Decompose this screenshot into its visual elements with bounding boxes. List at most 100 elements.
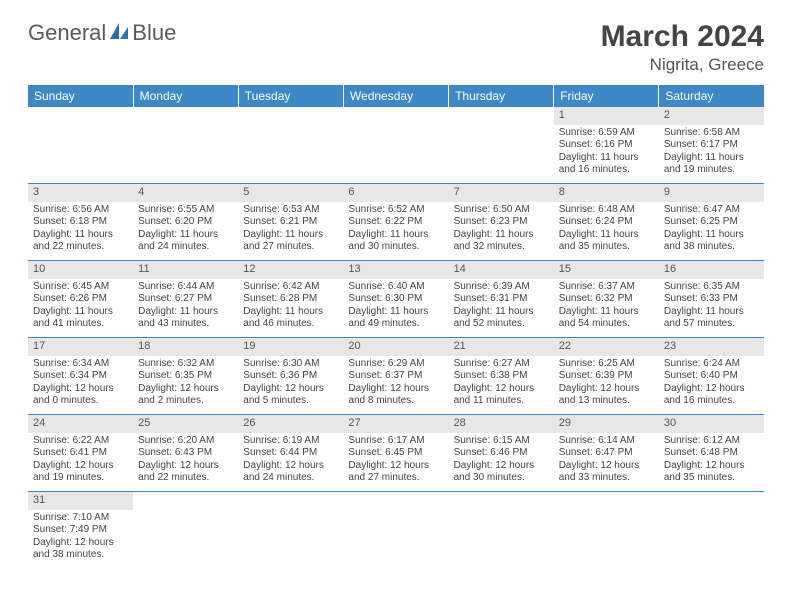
logo-text-part1: General bbox=[28, 20, 106, 46]
day-detail-line: and 19 minutes. bbox=[664, 164, 759, 177]
day-detail-line: Sunset: 6:37 PM bbox=[348, 370, 443, 383]
day-detail-line: Sunset: 6:18 PM bbox=[33, 216, 128, 229]
day-detail-line: Sunrise: 6:58 AM bbox=[664, 127, 759, 140]
day-detail-line: Sunrise: 6:34 AM bbox=[33, 358, 128, 371]
day-number: 13 bbox=[343, 261, 448, 279]
day-details: Sunrise: 6:56 AMSunset: 6:18 PMDaylight:… bbox=[28, 202, 133, 260]
day-detail-line: Daylight: 12 hours bbox=[243, 383, 338, 396]
day-detail-line: Sunset: 6:31 PM bbox=[454, 293, 549, 306]
calendar-cell bbox=[238, 492, 343, 569]
day-detail-line: and 8 minutes. bbox=[348, 395, 443, 408]
day-details: Sunrise: 6:35 AMSunset: 6:33 PMDaylight:… bbox=[659, 279, 764, 337]
day-detail-line: Sunset: 6:41 PM bbox=[33, 447, 128, 460]
day-detail-line: Sunset: 6:22 PM bbox=[348, 216, 443, 229]
day-details: Sunrise: 6:48 AMSunset: 6:24 PMDaylight:… bbox=[554, 202, 659, 260]
calendar-cell: 1Sunrise: 6:59 AMSunset: 6:16 PMDaylight… bbox=[554, 107, 659, 184]
page-subtitle: Nigrita, Greece bbox=[601, 55, 764, 75]
day-detail-line: Sunset: 6:38 PM bbox=[454, 370, 549, 383]
day-number: 4 bbox=[133, 184, 238, 202]
calendar-cell bbox=[28, 107, 133, 184]
day-detail-line: Sunrise: 6:35 AM bbox=[664, 281, 759, 294]
day-detail-line: and 5 minutes. bbox=[243, 395, 338, 408]
day-detail-line: Sunset: 6:32 PM bbox=[559, 293, 654, 306]
calendar-cell bbox=[554, 492, 659, 569]
day-detail-line: Sunset: 6:36 PM bbox=[243, 370, 338, 383]
day-detail-line: and 46 minutes. bbox=[243, 318, 338, 331]
day-details: Sunrise: 6:29 AMSunset: 6:37 PMDaylight:… bbox=[343, 356, 448, 414]
day-details: Sunrise: 7:10 AMSunset: 7:49 PMDaylight:… bbox=[28, 510, 133, 568]
title-block: March 2024 Nigrita, Greece bbox=[601, 20, 764, 75]
day-details: Sunrise: 6:25 AMSunset: 6:39 PMDaylight:… bbox=[554, 356, 659, 414]
calendar-cell bbox=[238, 107, 343, 184]
header: General Blue March 2024 Nigrita, Greece bbox=[28, 20, 764, 75]
day-details: Sunrise: 6:24 AMSunset: 6:40 PMDaylight:… bbox=[659, 356, 764, 414]
day-number: 16 bbox=[659, 261, 764, 279]
day-detail-line: Sunset: 6:24 PM bbox=[559, 216, 654, 229]
day-detail-line: Sunset: 6:27 PM bbox=[138, 293, 233, 306]
dow-thursday: Thursday bbox=[449, 85, 554, 107]
day-number: 26 bbox=[238, 415, 343, 433]
day-details: Sunrise: 6:52 AMSunset: 6:22 PMDaylight:… bbox=[343, 202, 448, 260]
calendar-cell: 17Sunrise: 6:34 AMSunset: 6:34 PMDayligh… bbox=[28, 338, 133, 415]
day-details: Sunrise: 6:14 AMSunset: 6:47 PMDaylight:… bbox=[554, 433, 659, 491]
logo-sail-icon bbox=[108, 21, 130, 46]
day-detail-line: and 33 minutes. bbox=[559, 472, 654, 485]
calendar-row: 10Sunrise: 6:45 AMSunset: 6:26 PMDayligh… bbox=[28, 261, 764, 338]
day-detail-line: Sunset: 6:20 PM bbox=[138, 216, 233, 229]
day-detail-line: Daylight: 11 hours bbox=[243, 306, 338, 319]
day-detail-line: Sunrise: 6:37 AM bbox=[559, 281, 654, 294]
day-details: Sunrise: 6:45 AMSunset: 6:26 PMDaylight:… bbox=[28, 279, 133, 337]
day-detail-line: Sunrise: 6:44 AM bbox=[138, 281, 233, 294]
day-detail-line: Sunset: 6:46 PM bbox=[454, 447, 549, 460]
day-detail-line: Daylight: 11 hours bbox=[33, 306, 128, 319]
day-detail-line: Daylight: 11 hours bbox=[138, 306, 233, 319]
day-detail-line: Sunrise: 6:47 AM bbox=[664, 204, 759, 217]
day-detail-line: and 22 minutes. bbox=[138, 472, 233, 485]
day-detail-line: and 35 minutes. bbox=[664, 472, 759, 485]
dow-tuesday: Tuesday bbox=[238, 85, 343, 107]
day-details: Sunrise: 6:15 AMSunset: 6:46 PMDaylight:… bbox=[449, 433, 554, 491]
day-details: Sunrise: 6:58 AMSunset: 6:17 PMDaylight:… bbox=[659, 125, 764, 183]
day-detail-line: Sunset: 6:35 PM bbox=[138, 370, 233, 383]
day-detail-line: Sunrise: 6:39 AM bbox=[454, 281, 549, 294]
day-details: Sunrise: 6:47 AMSunset: 6:25 PMDaylight:… bbox=[659, 202, 764, 260]
dow-friday: Friday bbox=[554, 85, 659, 107]
day-detail-line: Daylight: 12 hours bbox=[138, 383, 233, 396]
day-number: 15 bbox=[554, 261, 659, 279]
day-detail-line: Daylight: 12 hours bbox=[454, 383, 549, 396]
day-details: Sunrise: 6:20 AMSunset: 6:43 PMDaylight:… bbox=[133, 433, 238, 491]
day-detail-line: and 49 minutes. bbox=[348, 318, 443, 331]
day-detail-line: Sunset: 6:21 PM bbox=[243, 216, 338, 229]
day-number: 24 bbox=[28, 415, 133, 433]
calendar-table: Sunday Monday Tuesday Wednesday Thursday… bbox=[28, 85, 764, 568]
day-detail-line: and 43 minutes. bbox=[138, 318, 233, 331]
day-detail-line: and 32 minutes. bbox=[454, 241, 549, 254]
day-details: Sunrise: 6:37 AMSunset: 6:32 PMDaylight:… bbox=[554, 279, 659, 337]
day-number: 20 bbox=[343, 338, 448, 356]
day-detail-line: Sunrise: 6:32 AM bbox=[138, 358, 233, 371]
day-detail-line: Daylight: 12 hours bbox=[348, 460, 443, 473]
calendar-cell: 30Sunrise: 6:12 AMSunset: 6:48 PMDayligh… bbox=[659, 415, 764, 492]
calendar-cell: 6Sunrise: 6:52 AMSunset: 6:22 PMDaylight… bbox=[343, 184, 448, 261]
day-detail-line: Sunset: 6:44 PM bbox=[243, 447, 338, 460]
day-detail-line: Sunrise: 6:24 AM bbox=[664, 358, 759, 371]
day-details: Sunrise: 6:59 AMSunset: 6:16 PMDaylight:… bbox=[554, 125, 659, 183]
day-number: 29 bbox=[554, 415, 659, 433]
day-detail-line: Daylight: 11 hours bbox=[664, 229, 759, 242]
calendar-body: 1Sunrise: 6:59 AMSunset: 6:16 PMDaylight… bbox=[28, 107, 764, 568]
day-number: 12 bbox=[238, 261, 343, 279]
day-detail-line: and 35 minutes. bbox=[559, 241, 654, 254]
day-detail-line: Sunrise: 6:20 AM bbox=[138, 435, 233, 448]
day-detail-line: and 54 minutes. bbox=[559, 318, 654, 331]
day-detail-line: Daylight: 11 hours bbox=[664, 152, 759, 165]
day-details: Sunrise: 6:34 AMSunset: 6:34 PMDaylight:… bbox=[28, 356, 133, 414]
day-detail-line: Sunset: 6:33 PM bbox=[664, 293, 759, 306]
day-detail-line: Daylight: 12 hours bbox=[559, 460, 654, 473]
calendar-cell: 5Sunrise: 6:53 AMSunset: 6:21 PMDaylight… bbox=[238, 184, 343, 261]
day-number: 27 bbox=[343, 415, 448, 433]
day-detail-line: Sunrise: 7:10 AM bbox=[33, 512, 128, 525]
day-detail-line: and 30 minutes. bbox=[454, 472, 549, 485]
day-detail-line: Daylight: 11 hours bbox=[454, 306, 549, 319]
dow-monday: Monday bbox=[133, 85, 238, 107]
calendar-cell: 7Sunrise: 6:50 AMSunset: 6:23 PMDaylight… bbox=[449, 184, 554, 261]
